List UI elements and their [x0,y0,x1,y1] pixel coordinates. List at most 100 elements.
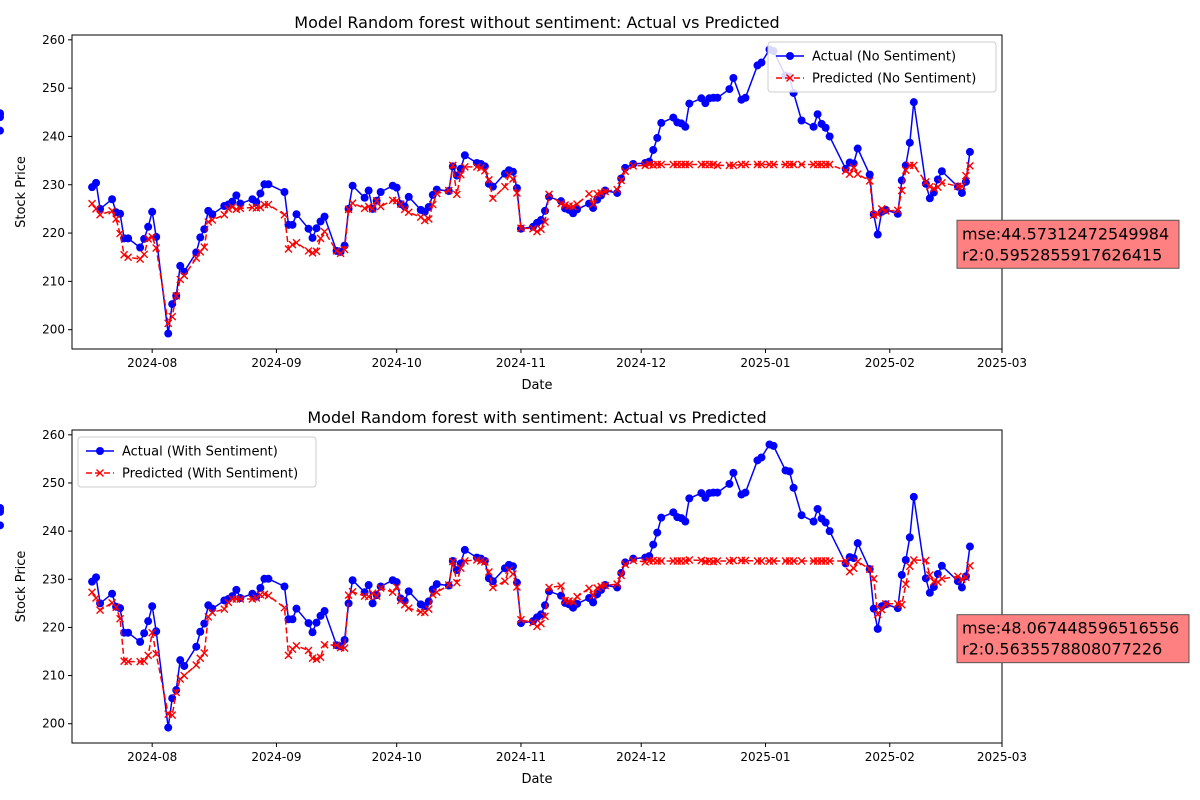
data-point [264,180,273,189]
data-point [164,723,173,732]
data-point [308,233,317,242]
data-point [516,224,525,233]
data-point [320,212,329,221]
data-point [569,202,578,211]
data-point [508,569,517,578]
data-point [488,194,497,203]
data-point [789,556,798,565]
data-point [376,583,385,592]
series-line [91,559,971,717]
data-point [228,202,237,211]
data-point [404,604,413,613]
data-point [545,192,554,201]
data-point [280,210,289,219]
data-point [528,224,537,233]
data-point [537,216,546,225]
data-point [460,162,469,171]
data-point [348,181,357,190]
data-point [196,627,205,636]
data-point [925,570,934,579]
data-point [264,200,273,209]
data-point [316,653,325,662]
data-point [937,167,946,176]
x-tick-label: 2024-12 [616,356,666,370]
data-point [713,488,722,497]
data-point [368,599,377,608]
data-point [124,657,133,666]
data-point [685,160,694,169]
data-point [360,204,369,213]
data-point [428,590,437,599]
data-point [741,488,750,497]
data-point [288,220,297,229]
data-point [488,583,497,592]
y-tick-label: 210 [42,274,65,288]
x-tick-label: 2024-08 [127,750,177,764]
x-tick-label: 2024-11 [496,750,546,764]
data-point [292,210,301,219]
data-point [537,225,546,234]
data-point [232,191,241,200]
data-point [865,565,874,574]
data-point [901,580,910,589]
data-point [456,170,465,179]
data-point [264,574,273,583]
data-point [541,612,550,621]
data-point [821,518,830,527]
data-point [392,582,401,591]
data-point [124,234,133,243]
plot-frame [71,34,1003,350]
data-point [897,600,906,609]
data-point [757,58,766,67]
data-point [629,159,638,168]
data-point [92,573,101,582]
data-point [512,582,521,591]
data-point [573,599,582,608]
data-point [617,176,626,185]
data-point [769,160,778,169]
data-point [88,199,97,208]
data-point [424,605,433,614]
data-point [741,160,750,169]
data-point [256,203,265,212]
y-tick-label: 240 [42,129,65,143]
data-point [545,190,554,199]
data-point [224,204,233,213]
legend-label: Predicted (With Sentiment) [122,467,298,482]
data-point [108,206,117,215]
data-point [613,185,622,194]
data-point [288,615,297,624]
data-point [164,329,173,338]
data-point [649,145,658,154]
data-point [500,182,509,191]
data-point [869,604,878,613]
data-point [112,215,121,224]
data-point [545,583,554,592]
data-point [925,182,934,191]
data-point [877,204,886,213]
data-point [925,588,934,597]
data-point [961,573,970,582]
data-point [144,617,153,626]
legend-marker [96,469,104,477]
data-point [404,587,413,596]
data-point [500,577,509,586]
data-point [905,562,914,571]
data-point [432,189,441,198]
data-point [957,583,966,592]
data-point [432,588,441,597]
y-tick-label: 200 [42,323,65,337]
data-point [965,147,974,156]
data-point [124,253,133,262]
data-point [921,179,930,188]
x-tick-label: 2025-01 [740,356,790,370]
data-point [144,651,153,660]
metrics-annotation: mse:48.067448596516556 r2:0.563557880807… [956,614,1190,664]
chart-with-sentiment: Model Random forest with sentiment: Actu… [0,408,1190,787]
data-point [557,582,566,591]
data-point [280,188,289,196]
data-point [841,164,850,173]
data-point [585,189,594,198]
data-point [304,224,313,233]
legend-label: Predicted (No Sentiment) [812,72,976,87]
